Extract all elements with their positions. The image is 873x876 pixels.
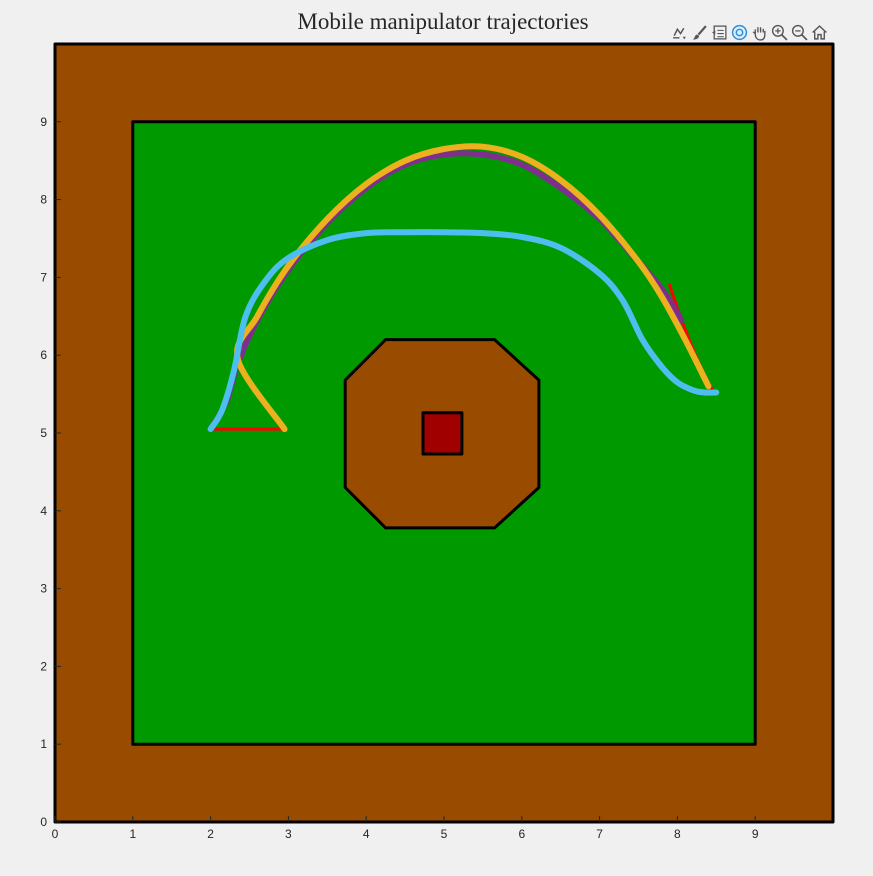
x-tick-label: 3 bbox=[285, 827, 292, 841]
x-tick-label: 2 bbox=[207, 827, 214, 841]
x-tick-label: 0 bbox=[52, 827, 59, 841]
y-tick-label: 9 bbox=[40, 115, 47, 129]
brush-icon[interactable] bbox=[690, 22, 708, 42]
x-tick-label: 1 bbox=[129, 827, 136, 841]
rotate-icon[interactable] bbox=[730, 22, 748, 42]
y-tick-label: 5 bbox=[40, 426, 47, 440]
y-tick-label: 2 bbox=[40, 659, 47, 673]
series-line-4 bbox=[234, 143, 712, 433]
axes: 0 1 2 3 4 5 6 7 8 9 0 1 2 3 4 5 6 7 8 9 bbox=[40, 115, 759, 841]
y-tick-label: 8 bbox=[40, 193, 47, 207]
zoom-out-icon[interactable] bbox=[790, 22, 808, 42]
map-regions bbox=[53, 42, 835, 824]
x-tick-label: 4 bbox=[363, 827, 370, 841]
y-tick-label: 0 bbox=[40, 815, 47, 829]
x-tick-label: 6 bbox=[518, 827, 525, 841]
trajectory-lines bbox=[207, 143, 720, 433]
pan-icon[interactable] bbox=[750, 22, 768, 42]
x-tick-label: 5 bbox=[441, 827, 448, 841]
y-tick-label: 3 bbox=[40, 582, 47, 596]
home-icon[interactable] bbox=[810, 22, 828, 42]
y-tick-label: 6 bbox=[40, 348, 47, 362]
target-block-region bbox=[421, 411, 464, 456]
data-tips-icon[interactable] bbox=[670, 22, 688, 42]
series-line-5 bbox=[207, 229, 720, 433]
x-tick-label: 8 bbox=[674, 827, 681, 841]
chart-title: Mobile manipulator trajectories bbox=[297, 9, 589, 34]
axes-toolbar bbox=[670, 21, 828, 43]
y-tick-label: 4 bbox=[40, 504, 47, 518]
x-tick-label: 7 bbox=[596, 827, 603, 841]
x-tick-label: 9 bbox=[752, 827, 759, 841]
legend-icon[interactable] bbox=[710, 22, 728, 42]
y-tick-label: 7 bbox=[40, 270, 47, 284]
zoom-in-icon[interactable] bbox=[770, 22, 788, 42]
y-tick-label: 1 bbox=[40, 737, 47, 751]
